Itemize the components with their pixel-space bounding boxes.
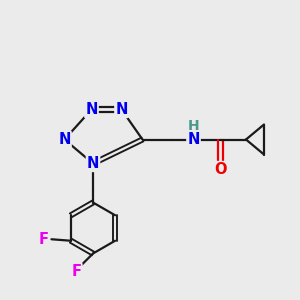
- Text: F: F: [71, 264, 82, 279]
- Text: H: H: [188, 119, 199, 133]
- Text: F: F: [39, 232, 49, 247]
- Text: N: N: [87, 156, 99, 171]
- Text: N: N: [58, 132, 71, 147]
- Text: N: N: [85, 102, 98, 117]
- Text: O: O: [214, 162, 227, 177]
- Text: N: N: [115, 102, 128, 117]
- Text: N: N: [187, 132, 200, 147]
